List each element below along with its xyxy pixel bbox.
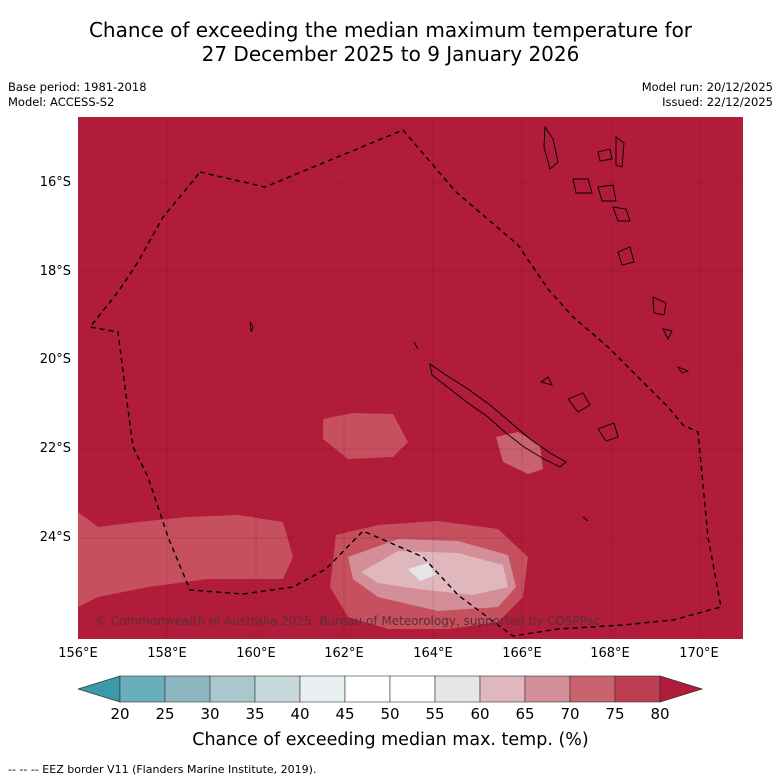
lat-label-22s: 22°S [39,441,71,456]
lon-label-160e: 160°E [236,646,276,661]
contour-patch-west [78,512,293,607]
lat-label-24s: 24°S [39,530,71,545]
contour-patch-north-center [323,413,408,459]
vanuatu-coast [543,125,673,341]
lat-label-18s: 18°S [39,264,71,279]
lon-label-170e: 170°E [679,646,719,661]
colorbar-tick-label: 45 [335,705,355,723]
colorbar-segment [209,675,256,703]
colorbar-tick-label: 55 [425,705,445,723]
colorbar-segment [524,675,571,703]
lon-label-166e: 166°E [502,646,542,661]
colorbar-tick-label: 35 [245,705,265,723]
base-period: Base period: 1981-2018 [8,80,147,94]
colorbar-tick-label: 20 [110,705,130,723]
eez-border [88,129,722,637]
map-title: Chance of exceeding the median maximum t… [0,18,781,66]
probability-contours [78,413,543,629]
model-name: Model: ACCESS-S2 [8,95,115,109]
coastlines [249,125,690,522]
colorbar-label: Chance of exceeding median max. temp. (%… [192,730,589,750]
colorbar-tick-label: 40 [290,705,310,723]
colorbar-tick-label: 80 [650,705,670,723]
colorbar-high-extend [659,675,704,703]
lon-label-164e: 164°E [413,646,453,661]
colorbar-tick-label: 30 [200,705,220,723]
contour-patch-south-55 [408,563,436,581]
colorbar-segment [614,675,661,703]
gridlines [78,117,743,639]
colorbar-segment [164,675,211,703]
colorbar-segment [389,675,436,703]
colorbar-tick-label: 25 [155,705,175,723]
colorbar-tick-label: 65 [515,705,535,723]
colorbar-low-extend [78,675,121,703]
eez-legend: -- -- -- EEZ border V11 (Flanders Marine… [8,763,317,776]
lon-label-162e: 162°E [324,646,364,661]
title-line-1: Chance of exceeding the median maximum t… [88,18,693,42]
colorbar-segment [479,675,526,703]
model-run: Model run: 20/12/2025 [641,80,773,94]
meta-left: Base period: 1981-2018 Model: ACCESS-S2 [8,80,147,110]
map-copyright: © Commonwealth of Australia 2025, Bureau… [95,614,601,628]
lat-label-20s: 20°S [39,352,71,367]
loyalty-islands-coast [539,376,619,442]
colorbar-segment [434,675,481,703]
issued-date: Issued: 22/12/2025 [662,95,773,109]
colorbar-segment [299,675,346,703]
colorbar-tick-label: 60 [470,705,490,723]
colorbar-tick-label: 75 [605,705,625,723]
small-islets [249,321,690,522]
colorbar [78,675,704,703]
lon-label-156e: 156°E [58,646,98,661]
colorbar-tick-label: 70 [560,705,580,723]
colorbar-segment [344,675,391,703]
colorbar-segment [254,675,301,703]
lon-label-168e: 168°E [590,646,630,661]
title-line-2: 27 December 2025 to 9 January 2026 [201,42,580,66]
new-caledonia-coast [429,363,567,468]
lat-label-16s: 16°S [39,175,71,190]
colorbar-segment [569,675,616,703]
colorbar-segments [119,675,661,703]
lon-label-158e: 158°E [147,646,187,661]
colorbar-segment [119,675,166,703]
contour-patch-new-caledonia [496,432,543,474]
meta-right: Model run: 20/12/2025 Issued: 22/12/2025 [642,80,773,110]
colorbar-tick-label: 50 [380,705,400,723]
forecast-map [78,117,743,639]
